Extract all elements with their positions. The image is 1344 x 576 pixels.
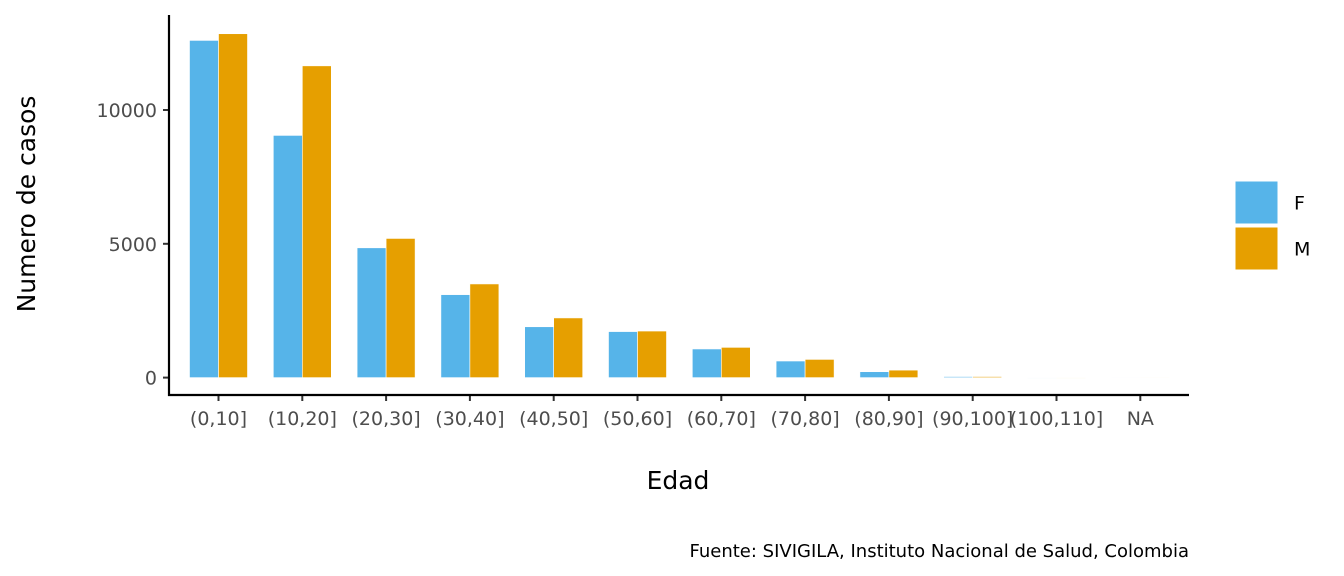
bar-f-3	[440, 294, 471, 378]
bar-m-11	[1140, 376, 1170, 378]
bar-f-5	[608, 331, 638, 378]
bar-f-7	[775, 360, 806, 378]
y-tick-label: 10000	[97, 100, 157, 122]
x-tick-label: (50,60]	[603, 408, 672, 430]
bar-m-1	[301, 65, 332, 378]
y-axis-ticks: 0 5000 10000	[97, 100, 169, 390]
bar-m-3	[469, 283, 500, 378]
x-tick-label: (40,50]	[519, 408, 588, 430]
bar-f-6	[691, 348, 722, 378]
bar-m-10	[1056, 377, 1086, 379]
caption: Fuente: SIVIGILA, Instituto Nacional de …	[689, 541, 1189, 562]
x-axis-ticks: (0,10] (10,20] (20,30] (30,40] (40,50] (50,60…	[190, 395, 1154, 430]
legend-key-m	[1234, 226, 1279, 271]
legend-key-f	[1234, 180, 1279, 225]
bar-m-2	[385, 238, 416, 378]
x-tick-label: (70,80]	[770, 408, 839, 430]
x-tick-label: (80,90]	[854, 408, 923, 430]
bar-f-8	[859, 371, 890, 378]
bar-f-1	[272, 135, 303, 378]
bar-m-0	[218, 33, 248, 378]
y-axis-title: Numero de casos	[12, 96, 41, 313]
bars-layer	[189, 33, 1170, 379]
bar-m-7	[804, 359, 835, 378]
legend: FM	[1234, 180, 1310, 271]
bar-f-10	[1027, 377, 1057, 379]
x-tick-label: (30,40]	[435, 408, 504, 430]
bar-f-9	[943, 376, 974, 378]
bar-m-8	[888, 369, 919, 378]
x-tick-label: (100,110]	[1010, 408, 1103, 430]
x-tick-label: (10,20]	[268, 408, 337, 430]
bar-m-5	[637, 330, 667, 378]
x-tick-label: (20,30]	[351, 408, 420, 430]
x-tick-label: (60,70]	[687, 408, 756, 430]
bar-f-2	[356, 247, 387, 378]
bar-m-9	[972, 376, 1003, 378]
x-axis-title: Edad	[647, 466, 710, 495]
x-tick-label: NA	[1127, 408, 1154, 430]
bar-m-4	[553, 317, 584, 378]
y-tick-label: 5000	[109, 234, 157, 256]
bar-m-6	[720, 347, 751, 378]
legend-label-m: M	[1294, 239, 1310, 261]
y-tick-label: 0	[145, 368, 157, 390]
bar-f-4	[524, 326, 555, 378]
bar-f-0	[189, 40, 219, 378]
x-tick-label: (90,100]	[932, 408, 1013, 430]
bar-f-11	[1111, 376, 1141, 378]
x-tick-label: (0,10]	[190, 408, 247, 430]
legend-label-f: F	[1294, 193, 1305, 215]
